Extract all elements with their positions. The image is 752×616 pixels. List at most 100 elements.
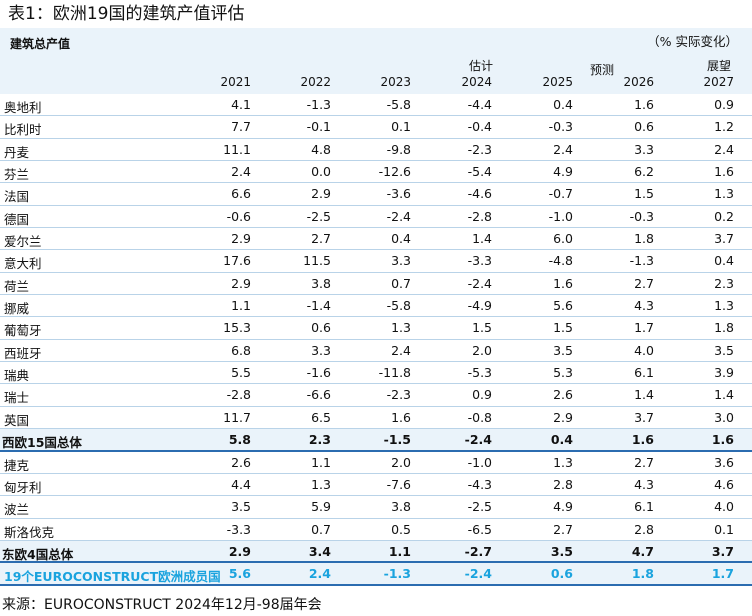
value-cell: 2.6 — [553, 387, 573, 403]
value-cell: -5.8 — [386, 97, 411, 112]
country-name: 荷兰 — [4, 278, 30, 294]
value-cell: -2.8 — [226, 387, 251, 403]
value-cell: 1.6 — [714, 164, 734, 180]
value-cell: 2.9 — [228, 543, 251, 559]
value-cell: 3.5 — [231, 499, 251, 515]
value-cell: 1.1 — [231, 298, 251, 314]
country-name: 斯洛伐克 — [4, 524, 55, 540]
value-cell: 3.5 — [550, 543, 573, 559]
year-header: 2025 — [542, 75, 573, 89]
value-cell: 2.6 — [231, 454, 251, 470]
value-cell: 6.6 — [231, 186, 251, 202]
value-cell: 4.3 — [634, 476, 654, 492]
value-cell: 0.4 — [553, 97, 573, 112]
value-cell: 5.6 — [228, 566, 251, 582]
total-row: 东欧4国总体 2.9 3.4 1.1 -2.7 3.5 4.7 3.7 — [0, 540, 752, 564]
year-header: 2024 — [461, 75, 492, 89]
value-cell: 1.1 — [311, 454, 331, 470]
value-cell: -4.3 — [467, 476, 492, 492]
value-cell: 17.6 — [223, 253, 251, 269]
country-name: 西欧15国总体 — [2, 435, 82, 451]
value-cell: 5.8 — [228, 432, 251, 448]
value-cell: 11.1 — [223, 141, 251, 157]
country-name: 波兰 — [4, 502, 30, 518]
value-cell: 2.7 — [634, 275, 654, 291]
value-cell: -1.3 — [306, 97, 331, 112]
value-cell: 3.3 — [311, 342, 331, 358]
year-header: 2027 — [703, 75, 734, 89]
value-cell: -2.4 — [464, 432, 492, 448]
value-cell: 2.3 — [308, 432, 331, 448]
value-cell: 6.8 — [231, 342, 251, 358]
value-cell: 0.6 — [311, 320, 331, 336]
value-cell: -6.5 — [467, 521, 492, 537]
value-cell: 2.7 — [634, 454, 654, 470]
table-row: 德国 -0.6 -2.5 -2.4 -2.8 -1.0 -0.3 0.2 — [0, 206, 752, 229]
country-name: 捷克 — [4, 457, 30, 473]
value-cell: -3.6 — [386, 186, 411, 202]
country-name: 西班牙 — [4, 345, 42, 361]
country-name: 葡萄牙 — [4, 323, 42, 339]
value-cell: -1.3 — [383, 566, 411, 582]
value-cell: 4.7 — [631, 543, 654, 559]
source-note: 来源：EUROCONSTRUCT 2024年12月-98届年会 — [2, 597, 322, 613]
value-cell: 1.8 — [634, 231, 654, 247]
value-cell: 3.7 — [634, 409, 654, 425]
value-cell: -0.1 — [306, 119, 331, 135]
value-cell: 1.6 — [553, 275, 573, 291]
outlook-label: 展望 — [707, 59, 732, 73]
value-cell: -1.6 — [306, 365, 331, 381]
table-title: 表1：欧洲19国的建筑产值评估 — [8, 4, 245, 24]
table-body: 奥地利 4.1 -1.3 -5.8 -4.4 0.4 1.6 0.9 比利时 7.7 -0.1 0.1… — [0, 94, 752, 586]
value-cell: -1.3 — [629, 253, 654, 269]
year-header: 2023 — [380, 75, 411, 89]
value-cell: 0.7 — [391, 275, 411, 291]
value-cell: -5.3 — [467, 365, 492, 381]
value-cell: 1.4 — [472, 231, 492, 247]
table-row: 比利时 7.7 -0.1 0.1 -0.4 -0.3 0.6 1.2 — [0, 116, 752, 139]
table-row: 葡萄牙 15.3 0.6 1.3 1.5 1.5 1.7 1.8 — [0, 317, 752, 340]
value-cell: -4.4 — [467, 97, 492, 112]
country-name: 匈牙利 — [4, 479, 42, 495]
value-cell: -2.4 — [467, 275, 492, 291]
value-cell: -2.3 — [467, 141, 492, 157]
value-cell: 2.9 — [231, 275, 251, 291]
country-name: 比利时 — [4, 122, 42, 138]
value-cell: 4.8 — [311, 141, 331, 157]
country-name: 德国 — [4, 211, 30, 227]
table-row: 挪威 1.1 -1.4 -5.8 -4.9 5.6 4.3 1.3 — [0, 295, 752, 318]
table-row: 意大利 17.6 11.5 3.3 -3.3 -4.8 -1.3 0.4 — [0, 250, 752, 273]
value-cell: 3.3 — [391, 253, 411, 269]
value-cell: 2.4 — [553, 141, 573, 157]
table-row: 匈牙利 4.4 1.3 -7.6 -4.3 2.8 4.3 4.6 — [0, 474, 752, 497]
value-cell: 0.1 — [391, 119, 411, 135]
value-cell: 1.6 — [391, 409, 411, 425]
value-cell: 3.5 — [714, 342, 734, 358]
value-cell: -2.5 — [467, 499, 492, 515]
table-row: 丹麦 11.1 4.8 -9.8 -2.3 2.4 3.3 2.4 — [0, 139, 752, 162]
value-cell: 1.5 — [553, 320, 573, 336]
value-cell: 1.8 — [714, 320, 734, 336]
estimate-label: 估计 — [469, 59, 494, 73]
table-row: 捷克 2.6 1.1 2.0 -1.0 1.3 2.7 3.6 — [0, 452, 752, 474]
value-cell: 4.9 — [553, 499, 573, 515]
value-cell: 6.1 — [634, 365, 654, 381]
value-cell: 6.2 — [634, 164, 654, 180]
value-cell: 2.9 — [311, 186, 331, 202]
value-cell: 1.5 — [472, 320, 492, 336]
value-cell: 2.9 — [231, 231, 251, 247]
value-cell: 2.4 — [714, 141, 734, 157]
value-cell: 2.7 — [553, 521, 573, 537]
country-name: 奥地利 — [4, 100, 42, 115]
value-cell: 0.0 — [311, 164, 331, 180]
year-header: 2022 — [300, 75, 331, 89]
value-cell: -2.3 — [386, 387, 411, 403]
value-cell: 5.9 — [311, 499, 331, 515]
country-name: 意大利 — [4, 256, 42, 272]
value-cell: 0.7 — [311, 521, 331, 537]
table-row: 法国 6.6 2.9 -3.6 -4.6 -0.7 1.5 1.3 — [0, 183, 752, 206]
table-header: 建筑总产值 （% 实际变化） 估计 预测 展望 2021 2022 2023 2… — [0, 28, 752, 94]
value-cell: 0.4 — [391, 231, 411, 247]
value-cell: 3.7 — [714, 231, 734, 247]
value-cell: -2.8 — [467, 208, 492, 224]
